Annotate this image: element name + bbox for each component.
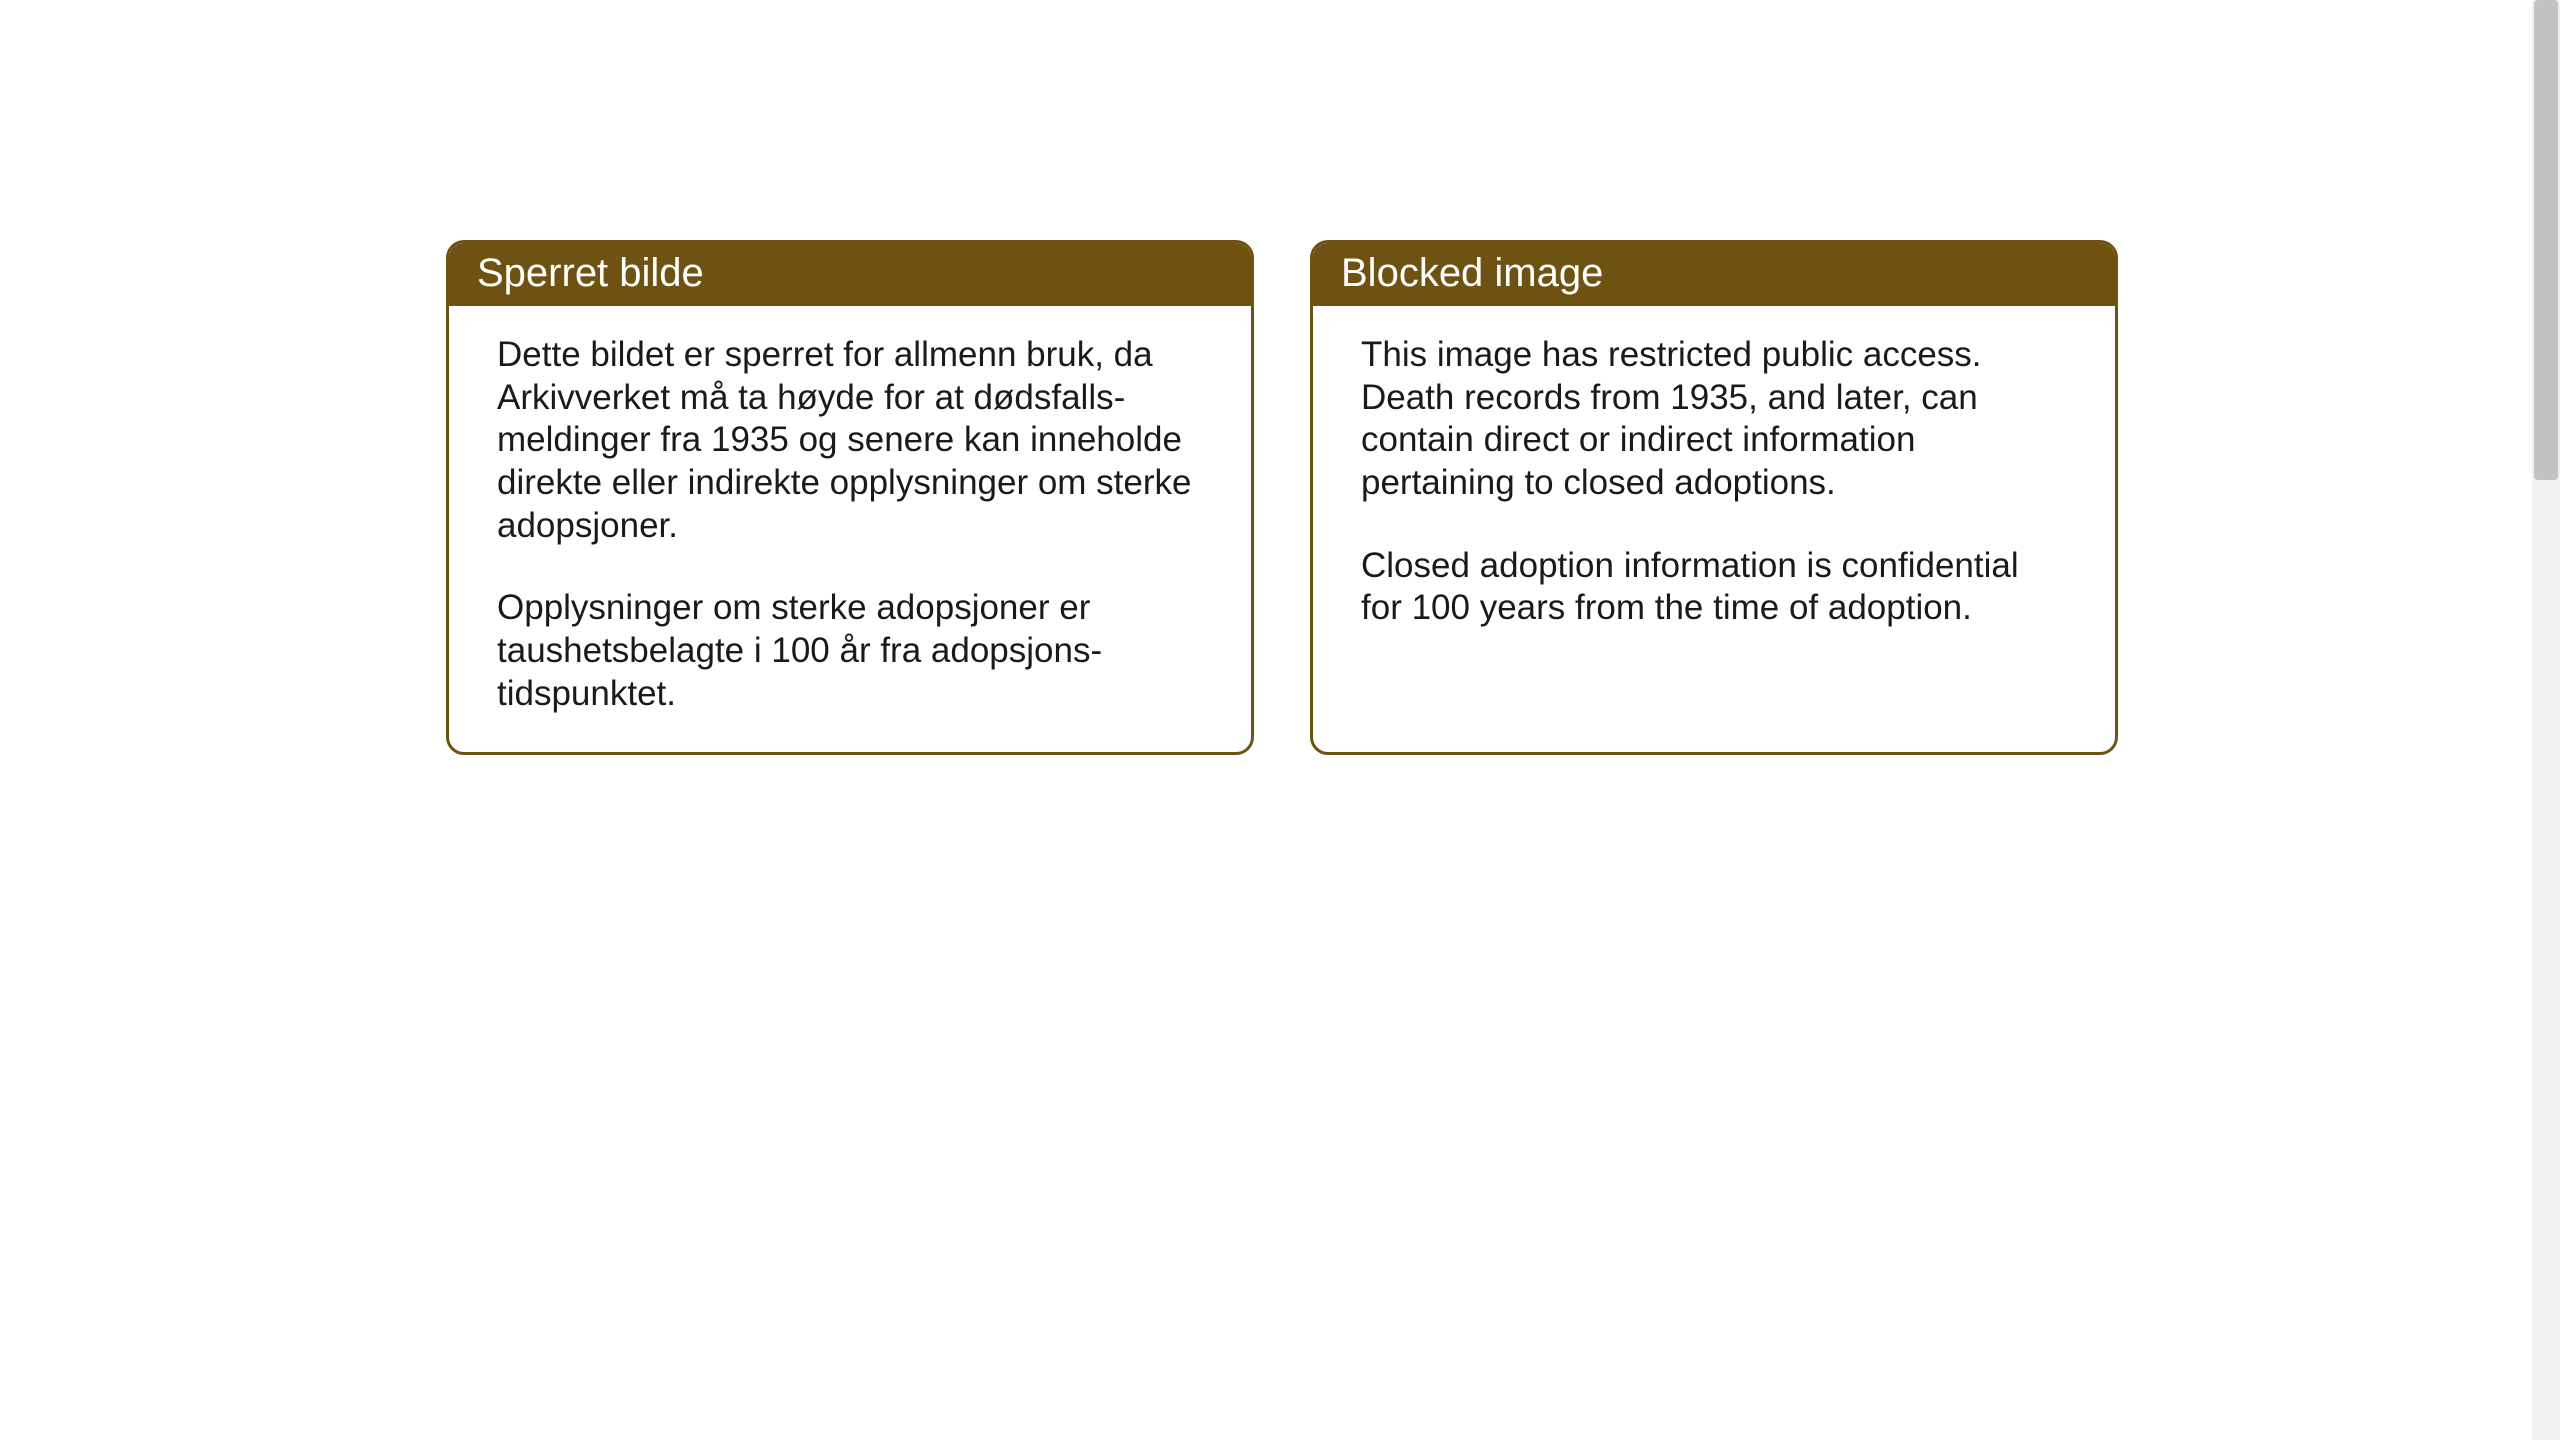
- notice-header-english: Blocked image: [1313, 243, 2115, 306]
- notice-title-english: Blocked image: [1341, 251, 1603, 295]
- notice-paragraph-2-english: Closed adoption information is confident…: [1361, 545, 2067, 630]
- notice-box-english: Blocked image This image has restricted …: [1310, 240, 2118, 755]
- notice-paragraph-1-english: This image has restricted public access.…: [1361, 334, 2067, 505]
- scrollbar-thumb[interactable]: [2534, 0, 2558, 480]
- scrollbar-track[interactable]: [2532, 0, 2560, 1440]
- notice-paragraph-2-norwegian: Opplysninger om sterke adopsjoner er tau…: [497, 587, 1203, 715]
- notice-container: Sperret bilde Dette bildet er sperret fo…: [446, 240, 2118, 755]
- notice-title-norwegian: Sperret bilde: [477, 251, 704, 295]
- notice-body-english: This image has restricted public access.…: [1313, 306, 2115, 666]
- notice-box-norwegian: Sperret bilde Dette bildet er sperret fo…: [446, 240, 1254, 755]
- notice-header-norwegian: Sperret bilde: [449, 243, 1251, 306]
- notice-paragraph-1-norwegian: Dette bildet er sperret for allmenn bruk…: [497, 334, 1203, 547]
- notice-body-norwegian: Dette bildet er sperret for allmenn bruk…: [449, 306, 1251, 752]
